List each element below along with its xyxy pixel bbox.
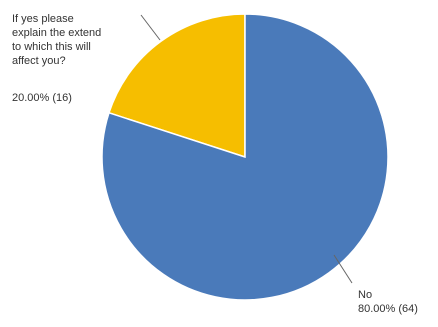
- pie-slices: [101, 13, 389, 301]
- slice-value-no: 80.00% (64): [358, 303, 418, 315]
- slice-label-yes-line-4: affect you?: [12, 55, 66, 67]
- slice-labels: If yes please explain the extend to whic…: [12, 13, 418, 315]
- pie-slice-yes: [108, 13, 246, 159]
- slice-label-yes-line-2: explain the extend: [12, 27, 101, 39]
- slice-value-yes: 20.00% (16): [12, 92, 72, 104]
- leader-line-no: [333, 254, 353, 284]
- leader-lines: [140, 14, 353, 284]
- slice-label-yes-line-1: If yes please: [12, 13, 74, 25]
- leader-line-yes: [140, 14, 161, 41]
- slice-label-no: No: [358, 289, 372, 301]
- slice-label-yes-line-3: to which this will: [12, 41, 91, 53]
- pie-slice-no: [101, 13, 389, 301]
